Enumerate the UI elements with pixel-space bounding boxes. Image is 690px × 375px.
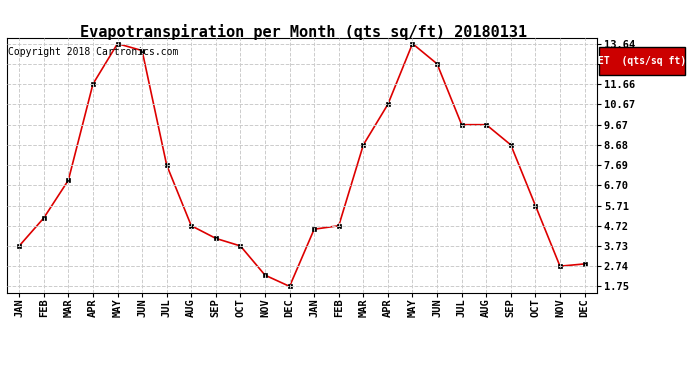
Text: ET  (qts/sq ft): ET (qts/sq ft) (598, 56, 686, 66)
Text: Copyright 2018 Cartronics.com: Copyright 2018 Cartronics.com (8, 47, 179, 57)
Text: Evapotranspiration per Month (qts sq/ft) 20180131: Evapotranspiration per Month (qts sq/ft)… (80, 24, 527, 40)
